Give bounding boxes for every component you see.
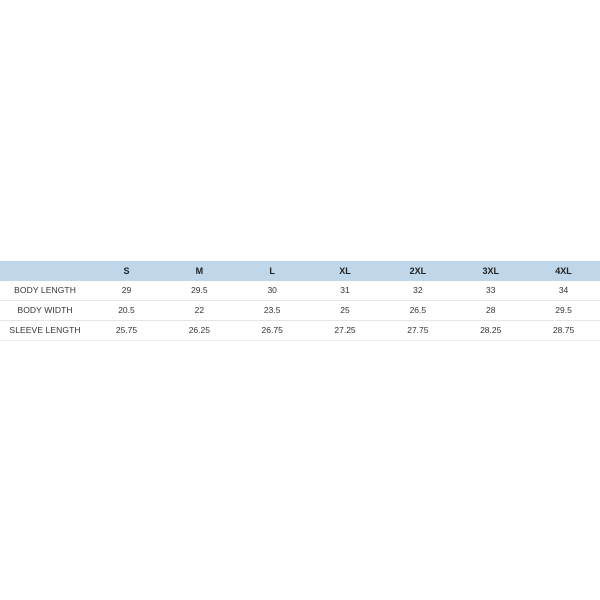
size-header-s: S (123, 266, 130, 276)
measurement-row-body-length: BODY LENGTH 29 29.5 30 31 32 33 34 (0, 281, 600, 301)
measurement-cell: 22 (194, 305, 205, 315)
size-header-row: S M L XL 2XL 3XL 4XL (0, 261, 600, 281)
measurement-cell: 25.75 (115, 325, 138, 335)
size-header-l: L (269, 266, 275, 276)
measurement-cell: 29.5 (555, 305, 572, 315)
measurement-cell: 32 (413, 285, 423, 295)
measurement-row-sleeve-length: SLEEVE LENGTH 25.75 26.25 26.75 27.25 27… (0, 321, 600, 341)
size-header-xl: XL (339, 266, 351, 276)
row-label: BODY WIDTH (17, 305, 73, 315)
measurement-cell: 31 (340, 285, 350, 295)
measurement-cell: 30 (267, 285, 277, 295)
measurement-cell: 27.25 (334, 325, 356, 335)
row-label: BODY LENGTH (14, 285, 76, 295)
measurement-cell: 26.5 (409, 305, 427, 315)
measurement-cell: 20.5 (118, 305, 135, 315)
measurement-cell: 28.75 (552, 325, 575, 335)
size-chart-table: S M L XL 2XL 3XL 4XL BODY LENGTH 29 29.5… (0, 261, 600, 341)
row-label: SLEEVE LENGTH (9, 325, 81, 335)
measurement-cell: 26.75 (261, 325, 283, 335)
size-chart-header: S M L XL 2XL 3XL 4XL (0, 261, 600, 281)
measurement-row-body-width: BODY WIDTH 20.5 22 23.5 25 26.5 28 29.5 (0, 301, 600, 321)
size-header-m: M (195, 266, 204, 276)
size-header-3xl: 3XL (482, 266, 499, 276)
header-corner-cell (0, 261, 90, 281)
measurement-cell: 28.25 (480, 325, 502, 335)
size-chart-body: BODY LENGTH 29 29.5 30 31 32 33 34 BODY … (0, 281, 600, 341)
size-header-2xl: 2XL (409, 266, 427, 276)
measurement-cell: 33 (485, 285, 496, 295)
measurement-cell: 25 (340, 305, 350, 315)
size-header-4xl: 4XL (555, 266, 572, 276)
measurement-cell: 26.25 (188, 325, 210, 335)
measurement-cell: 34 (558, 285, 569, 295)
measurement-cell: 28 (485, 305, 496, 315)
measurement-cell: 29.5 (191, 285, 208, 295)
measurement-cell: 29 (121, 285, 132, 295)
measurement-cell: 23.5 (263, 305, 281, 315)
measurement-cell: 27.75 (407, 325, 429, 335)
